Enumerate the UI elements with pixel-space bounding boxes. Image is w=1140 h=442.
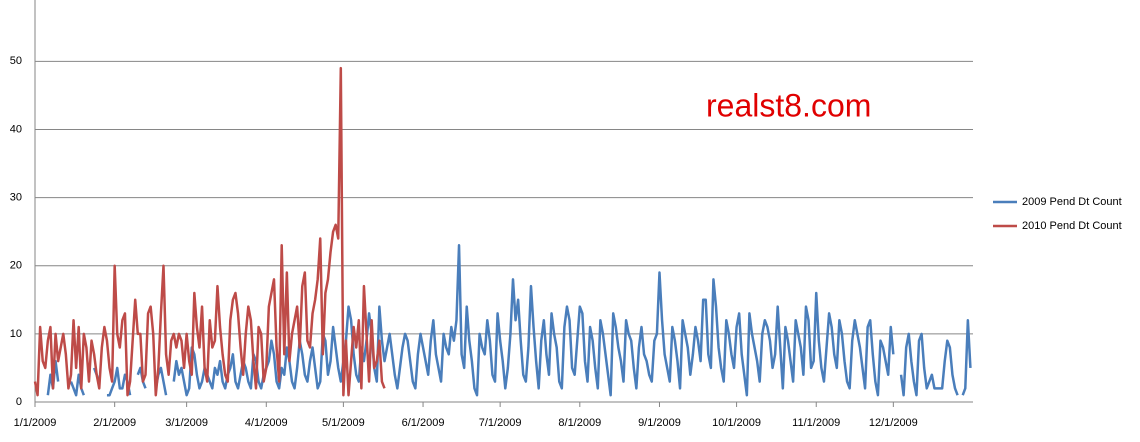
legend-label: 2009 Pend Dt Count bbox=[1022, 196, 1122, 208]
x-tick-label: 4/1/2009 bbox=[245, 417, 288, 429]
x-tick-label: 8/1/2009 bbox=[558, 417, 601, 429]
x-tick-label: 1/1/2009 bbox=[14, 417, 57, 429]
x-tick-label: 3/1/2009 bbox=[165, 417, 208, 429]
x-tick-label: 5/1/2009 bbox=[322, 417, 365, 429]
series-line bbox=[33, 66, 386, 397]
x-tick-label: 12/1/2009 bbox=[869, 417, 918, 429]
y-tick-label: 10 bbox=[10, 328, 22, 340]
y-tick-label: 40 bbox=[10, 123, 22, 135]
y-tick-label: 30 bbox=[10, 191, 22, 203]
series-line bbox=[46, 244, 972, 397]
x-tick-label: 10/1/2009 bbox=[712, 417, 761, 429]
x-tick-label: 9/1/2009 bbox=[638, 417, 681, 429]
x-tick-label: 6/1/2009 bbox=[402, 417, 445, 429]
y-tick-label: 20 bbox=[10, 260, 22, 272]
x-tick-label: 2/1/2009 bbox=[93, 417, 136, 429]
y-tick-label: 0 bbox=[16, 396, 22, 408]
y-tick-label: 50 bbox=[10, 55, 22, 67]
annotation: realst8.com bbox=[706, 87, 871, 123]
x-tick-label: 11/1/2009 bbox=[792, 417, 840, 429]
x-tick-label: 7/1/2009 bbox=[479, 417, 522, 429]
legend-label: 2010 Pend Dt Count bbox=[1022, 220, 1122, 232]
